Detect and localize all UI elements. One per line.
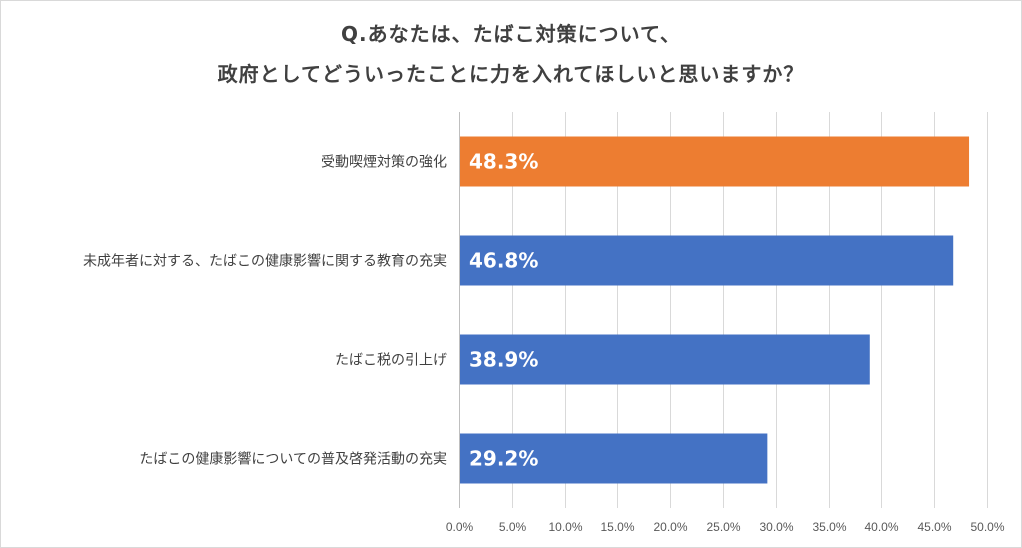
x-tick-label: 15.0%	[600, 520, 634, 534]
category-label: たばこ税の引上げ	[335, 353, 447, 369]
category-label: 未成年者に対する、たばこの健康影響に関する教育の充実	[83, 253, 447, 270]
x-tick-label: 5.0%	[499, 520, 527, 534]
x-tick-label: 0.0%	[446, 520, 474, 534]
chart-title-line-1: Q.あなたは、たばこ対策について、	[341, 22, 681, 46]
bar	[459, 235, 954, 286]
x-tick-label: 50.0%	[970, 520, 1004, 534]
x-tick-label: 20.0%	[653, 520, 687, 534]
bar	[459, 334, 870, 385]
category-label: 受動喫煙対策の強化	[321, 154, 447, 171]
x-tick-label: 30.0%	[759, 520, 793, 534]
bar	[459, 433, 768, 484]
data-label: 38.9%	[469, 348, 538, 372]
chart-title-line-2: 政府としてどういったことに力を入れてほしいと思いますか？	[217, 62, 805, 86]
x-tick-label: 35.0%	[812, 520, 846, 534]
data-label: 29.2%	[469, 447, 538, 471]
category-label: たばこの健康影響についての普及啓発活動の充実	[139, 451, 447, 468]
data-label: 48.3%	[469, 150, 538, 174]
x-tick-label: 25.0%	[706, 520, 740, 534]
x-tick-label: 10.0%	[548, 520, 582, 534]
x-tick-label: 45.0%	[917, 520, 951, 534]
data-label: 46.8%	[469, 249, 538, 273]
x-tick-label: 40.0%	[864, 520, 898, 534]
bar	[459, 136, 970, 187]
